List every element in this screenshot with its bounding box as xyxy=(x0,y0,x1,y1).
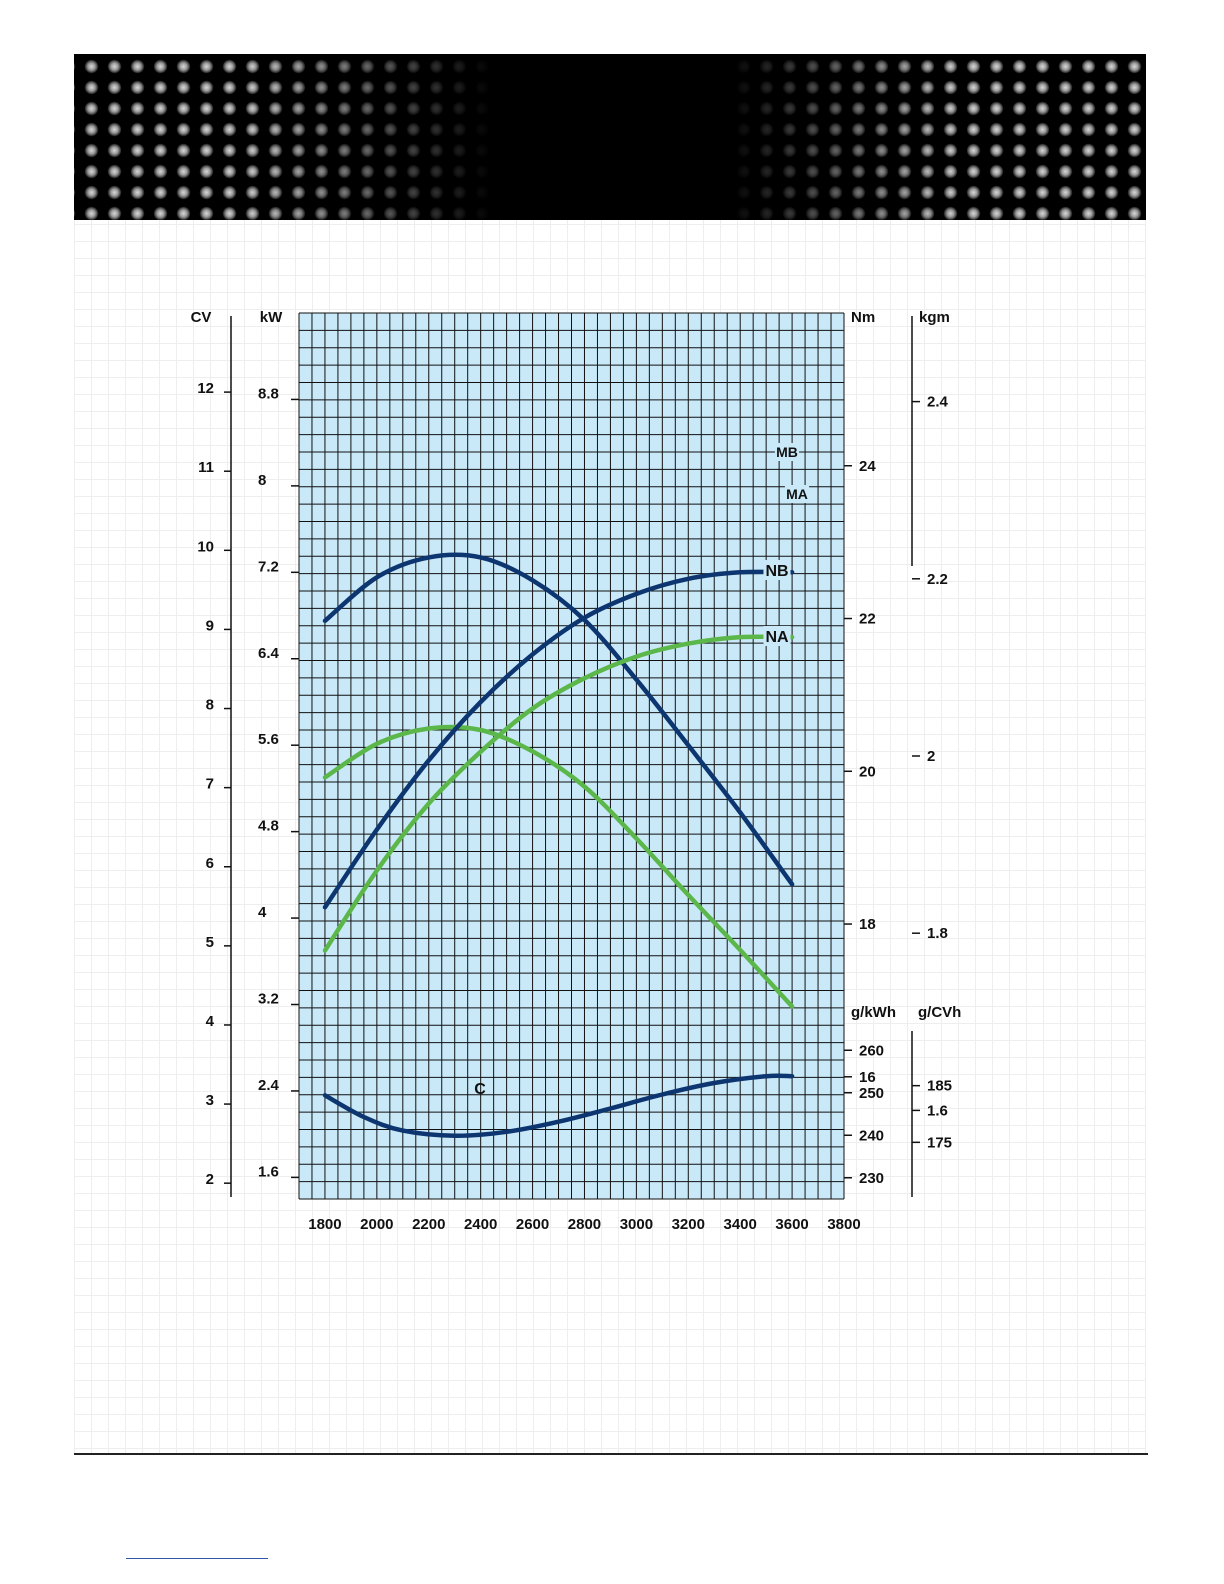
kw-tick-label: 8 xyxy=(258,472,266,489)
series-line-nb xyxy=(322,569,795,910)
series-label-background xyxy=(763,626,791,646)
nm-tick-label: 22 xyxy=(859,611,876,628)
gkwh-axis-label: g/kWh xyxy=(851,1004,896,1021)
nm-axis-label: Nm xyxy=(851,309,875,326)
series-label-nb: NB xyxy=(765,563,788,580)
kgm-axis-label: kgm xyxy=(919,309,950,326)
gcvh-axis-label: g/CVh xyxy=(918,1004,961,1021)
cv-tick-label: 3 xyxy=(206,1092,214,1109)
x-tick-label: 2400 xyxy=(464,1216,497,1233)
gkwh-tick-label: 230 xyxy=(859,1170,884,1187)
kw-tick-label: 4 xyxy=(258,904,267,921)
nm-tick-label: 20 xyxy=(859,763,876,780)
series-line-c xyxy=(322,1073,795,1138)
cv-tick-label: 4 xyxy=(206,1013,215,1030)
x-tick-label: 3800 xyxy=(827,1216,860,1233)
cv-tick-label: 11 xyxy=(198,459,214,476)
kgm-tick-label: 2 xyxy=(927,748,935,765)
kw-tick-label: 1.6 xyxy=(258,1163,279,1180)
nm-tick-label: 16 xyxy=(859,1069,876,1086)
cv-tick-label: 5 xyxy=(206,934,214,951)
kw-tick-label: 5.6 xyxy=(258,731,279,748)
cv-axis-label: CV xyxy=(191,309,212,326)
x-tick-label: 3600 xyxy=(775,1216,808,1233)
x-tick-label: 2800 xyxy=(568,1216,601,1233)
kw-tick-label: 2.4 xyxy=(258,1077,280,1094)
kgm-tick-label: 1.8 xyxy=(927,925,948,942)
cv-tick-label: 6 xyxy=(206,855,214,872)
footer-divider xyxy=(74,1453,1148,1455)
series-label-ma: MA xyxy=(786,486,808,502)
cv-tick-label: 12 xyxy=(197,380,214,397)
series-label-background xyxy=(763,560,791,580)
series-line-mb xyxy=(322,552,795,887)
banner-dot-pattern-left xyxy=(74,54,494,220)
cv-tick-label: 7 xyxy=(206,776,214,793)
x-tick-label: 2600 xyxy=(516,1216,549,1233)
cv-tick-label: 2 xyxy=(206,1171,214,1188)
kgm-tick-label: 2.2 xyxy=(927,571,948,588)
series-label-background xyxy=(774,443,800,461)
x-tick-label: 2200 xyxy=(412,1216,445,1233)
gcvh-tick-label: 175 xyxy=(927,1134,952,1151)
banner-dot-pattern-right xyxy=(726,54,1146,220)
series-label-c: C xyxy=(474,1081,486,1098)
gcvh-tick-label: 185 xyxy=(927,1078,952,1095)
x-tick-label: 1800 xyxy=(308,1216,341,1233)
nm-tick-label: 18 xyxy=(859,916,876,933)
series-line-ma xyxy=(322,724,795,1009)
gkwh-tick-label: 260 xyxy=(859,1042,884,1059)
gkwh-tick-label: 250 xyxy=(859,1085,884,1102)
cv-tick-label: 10 xyxy=(197,538,214,555)
series-line-na xyxy=(322,634,795,953)
x-tick-label: 2000 xyxy=(360,1216,393,1233)
kgm-tick-label: 1.6 xyxy=(927,1102,948,1119)
footer-link-underline xyxy=(126,1558,268,1559)
cv-tick-label: 9 xyxy=(206,617,214,634)
x-tick-label: 3000 xyxy=(620,1216,653,1233)
header-banner xyxy=(74,54,1146,220)
kw-axis-label: kW xyxy=(260,309,283,326)
gkwh-tick-label: 240 xyxy=(859,1127,884,1144)
series-label-mb: MB xyxy=(776,444,798,460)
series-label-background xyxy=(784,485,810,503)
x-tick-label: 3400 xyxy=(724,1216,757,1233)
kw-tick-label: 6.4 xyxy=(258,645,280,662)
series-label-na: NA xyxy=(765,629,789,646)
cv-tick-label: 8 xyxy=(206,697,214,714)
kw-tick-label: 8.8 xyxy=(258,385,279,402)
kgm-tick-label: 2.4 xyxy=(927,394,949,411)
kw-tick-label: 7.2 xyxy=(258,558,279,575)
kw-tick-label: 3.2 xyxy=(258,991,279,1008)
kw-tick-label: 4.8 xyxy=(258,818,279,835)
x-tick-label: 3200 xyxy=(672,1216,705,1233)
nm-tick-label: 24 xyxy=(859,458,876,475)
